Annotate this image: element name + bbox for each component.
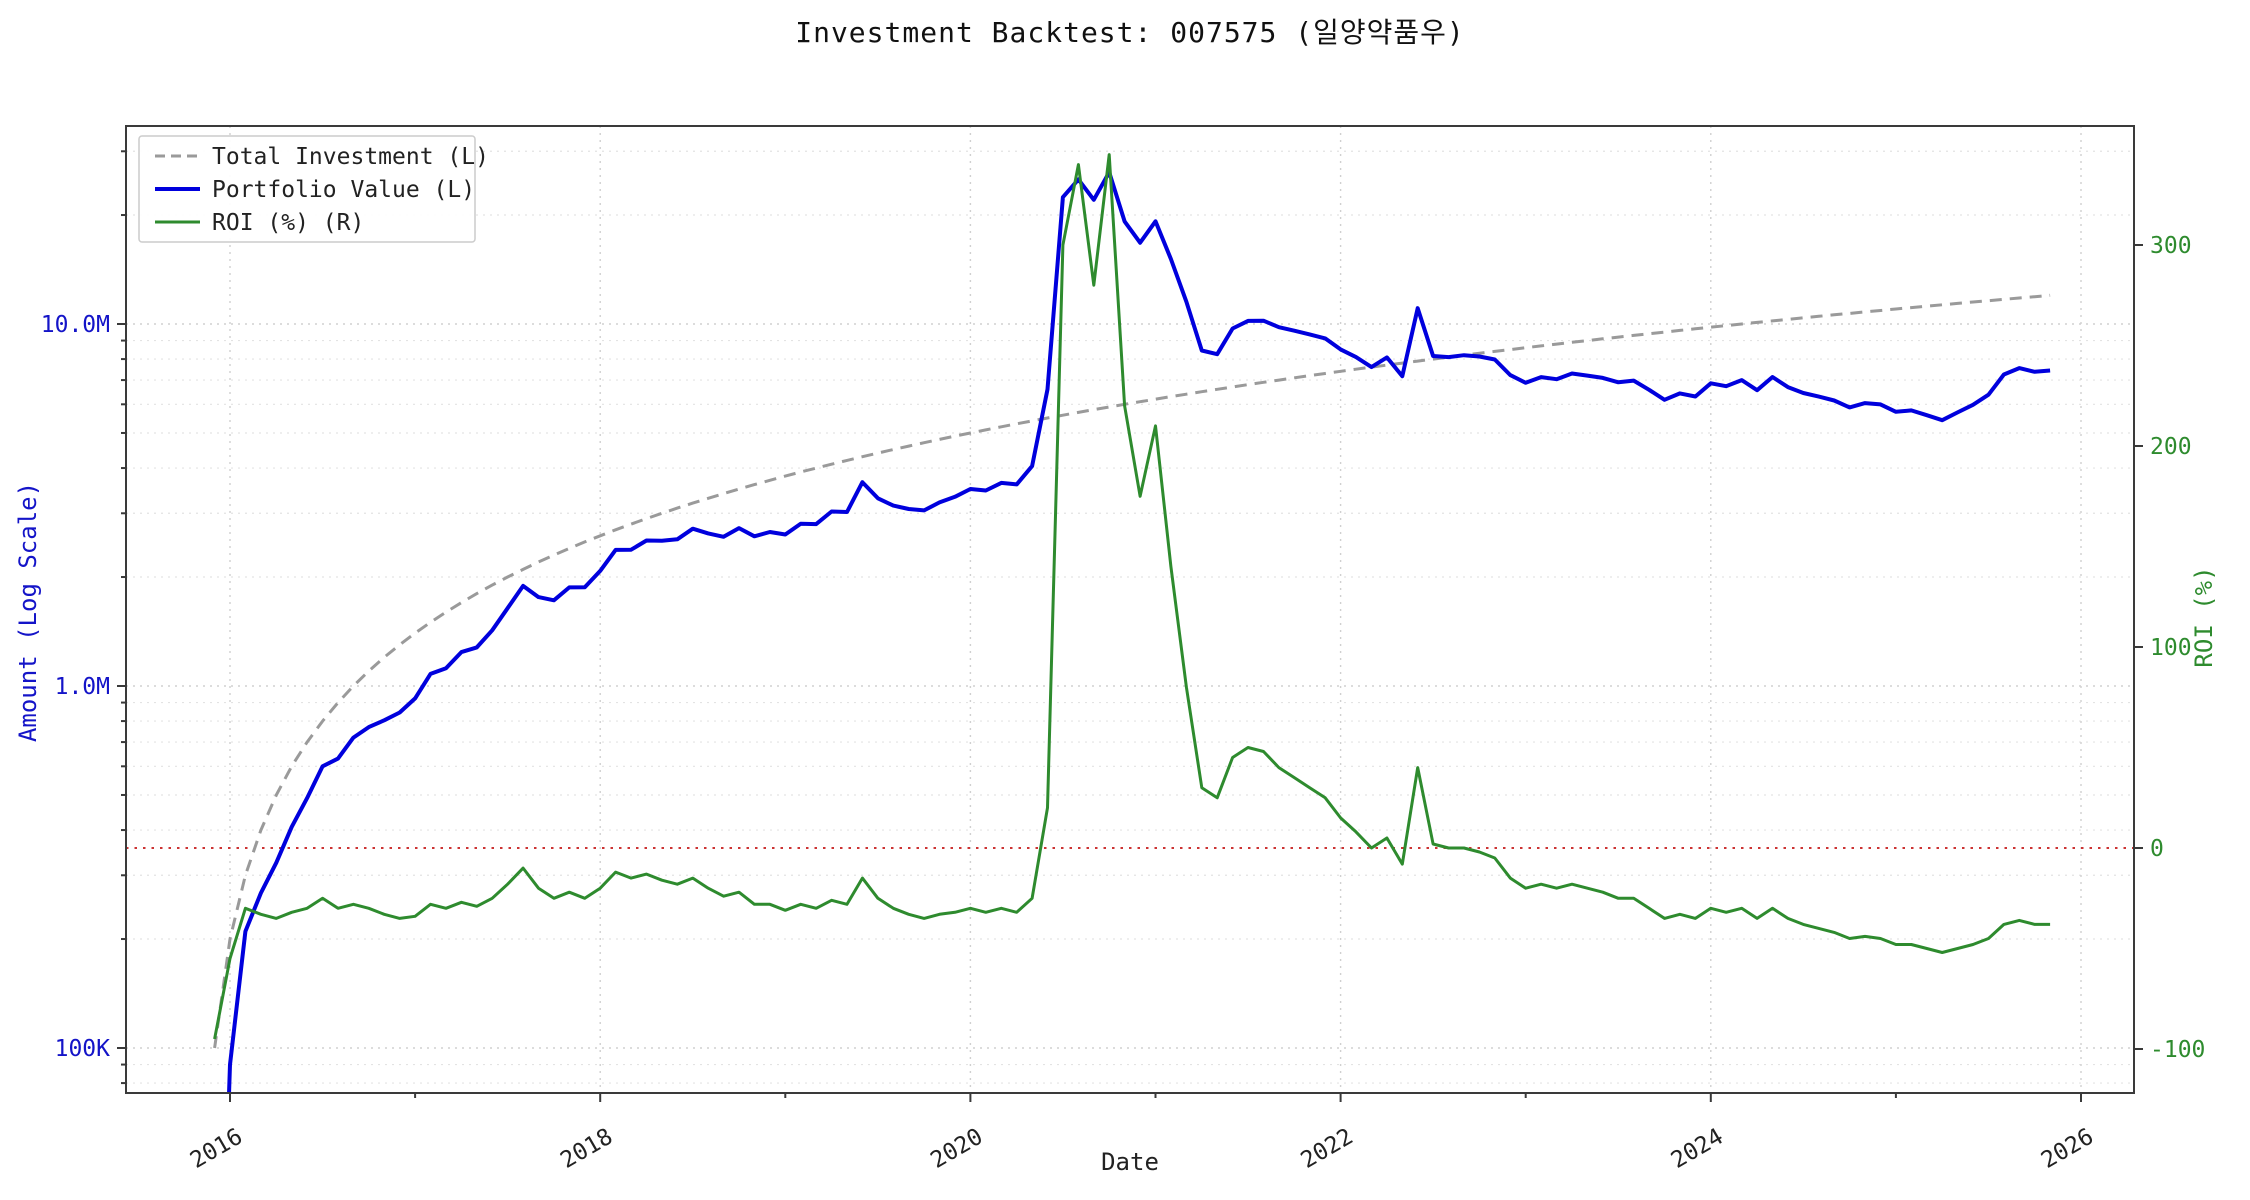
x-tick-label: 2020 — [926, 1124, 987, 1174]
chart-title: Investment Backtest: 007575 (일양약품우) — [795, 16, 1465, 49]
gridlines — [126, 126, 2134, 1093]
y-right-tick-label: 100 — [2150, 635, 2192, 661]
legend-label: ROI (%) (R) — [212, 210, 364, 236]
y-right-tick-label: -100 — [2150, 1037, 2205, 1063]
legend-label: Portfolio Value (L) — [212, 177, 475, 203]
legend-box — [138, 135, 476, 243]
legend: Total Investment (L) Portfolio Value (L) R… — [138, 135, 489, 243]
x-tick-label: 2024 — [1667, 1124, 1728, 1174]
chart-generated-content: 100K 1.0M 10.0M -100 0 100 200 300 2016 2018 2020 2… — [41, 125, 2205, 1174]
portfolio-value-line — [227, 170, 2051, 1093]
x-tick-label: 2026 — [2037, 1124, 2098, 1174]
y-left-tick-label: 1.0M — [55, 674, 110, 700]
plot-border — [125, 125, 2135, 1094]
x-tick-label: 2018 — [556, 1124, 617, 1174]
legend-label: Total Investment (L) — [212, 144, 489, 170]
y-right-tick-label: 0 — [2150, 836, 2164, 862]
total-investment-line — [213, 293, 2051, 1049]
x-tick-label: 2016 — [186, 1124, 247, 1174]
series-lines — [213, 153, 2051, 1093]
y-left-tick-label: 10.0M — [41, 312, 110, 338]
y-left-tick-label: 100K — [55, 1036, 111, 1062]
roi-line — [213, 153, 2051, 1040]
tick-labels: 100K 1.0M 10.0M -100 0 100 200 300 2016 2018 2020 2… — [41, 150, 2205, 1174]
x-axis-label: Date — [1101, 1148, 1159, 1176]
y-right-tick-label: 200 — [2150, 434, 2192, 460]
y-left-axis-label: Amount (Log Scale) — [14, 482, 42, 742]
y-right-axis-label: ROI (%) — [2190, 566, 2218, 667]
x-tick-label: 2022 — [1297, 1124, 1358, 1174]
y-right-tick-label: 300 — [2150, 233, 2192, 259]
